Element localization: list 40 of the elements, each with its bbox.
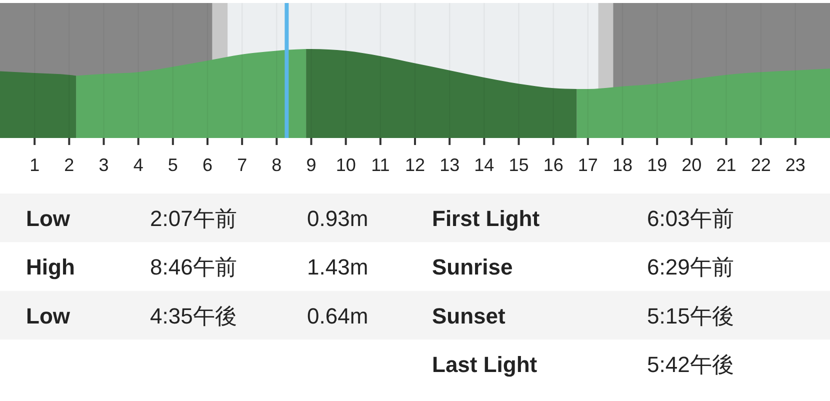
text: First Light <box>432 206 540 231</box>
x-tick-label: 20 <box>682 155 702 175</box>
x-tick-label: 3 <box>98 155 109 175</box>
text: 5:42午後 <box>647 352 734 377</box>
text: 4:35午後 <box>150 303 237 328</box>
x-tick-label: 13 <box>440 155 460 175</box>
x-tick-label: 8 <box>272 155 282 175</box>
text: 0.93m <box>307 206 368 231</box>
x-tick-label: 19 <box>647 155 668 175</box>
x-tick-label: 10 <box>336 155 356 175</box>
text: 1.43m <box>307 254 368 280</box>
x-tick-label: 14 <box>474 155 494 175</box>
text: 2:07午前 <box>150 206 237 231</box>
x-tick-label: 22 <box>750 155 771 175</box>
x-tick-label: 11 <box>371 155 390 175</box>
text: Low <box>26 303 71 328</box>
x-tick-label: 4 <box>133 155 144 175</box>
text: 6:29午前 <box>647 254 734 280</box>
x-tick-label: 15 <box>508 155 529 175</box>
x-tick-label: 1 <box>30 155 40 175</box>
text: Sunrise <box>432 254 513 280</box>
x-tick-label: 23 <box>785 155 806 175</box>
text: Low <box>26 206 71 231</box>
x-tick-label: 12 <box>404 155 426 175</box>
x-tick-label: 9 <box>306 155 316 175</box>
text: 5:15午後 <box>647 303 734 328</box>
x-tick-label: 7 <box>237 155 248 175</box>
x-tick-label: 18 <box>612 155 633 175</box>
x-tick-label: 5 <box>168 155 178 175</box>
text: 8:46午前 <box>150 254 237 280</box>
text: 6:03午前 <box>647 206 734 231</box>
x-tick-label: 16 <box>543 155 564 175</box>
x-tick-label: 21 <box>716 155 736 175</box>
x-tick-label: 2 <box>64 155 74 175</box>
x-tick-label: 6 <box>202 155 213 175</box>
text: Sunset <box>432 303 506 328</box>
text: 0.64m <box>307 303 368 328</box>
text: High <box>26 254 75 280</box>
text: Last Light <box>432 352 538 377</box>
x-tick-label: 17 <box>578 155 598 175</box>
